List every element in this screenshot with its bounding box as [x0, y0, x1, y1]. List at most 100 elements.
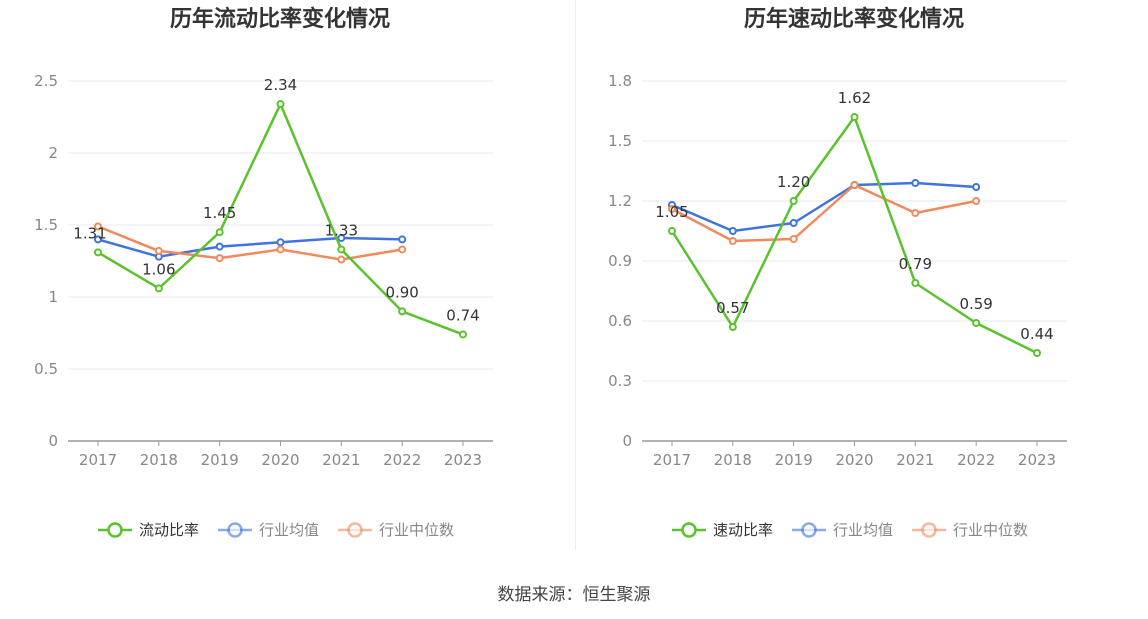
current-ratio-chart-svg: 历年流动比率变化情况 0 0.5 1 1.5 2 2.5 2017 2018 2019 2020 20…	[34, 6, 493, 539]
quick-ratio-legend-item-2[interactable]: 行业中位数	[912, 521, 1028, 539]
current-ratio-series-point-0[interactable]	[337, 245, 346, 254]
quick-ratio-series-point-2[interactable]	[972, 197, 981, 205]
quick-ratio-series-point-0[interactable]	[789, 197, 798, 205]
current-ratio-legend-marker	[227, 522, 243, 538]
current-ratio-series-point-0[interactable]	[398, 307, 407, 316]
quick-ratio-y-tick-label: 1.5	[608, 132, 632, 150]
quick-ratio-legend-item-1[interactable]: 行业均值	[792, 521, 893, 539]
current-ratio-chart: 历年流动比率变化情况 0 0.5 1 1.5 2 2.5 2017 2018 2019 2020 20…	[0, 0, 574, 560]
current-ratio-series-point-2[interactable]	[398, 245, 407, 254]
current-ratio-legend-marker	[107, 522, 123, 538]
current-ratio-legend-item-1[interactable]: 行业均值	[218, 521, 319, 539]
quick-ratio-legend-marker	[921, 522, 937, 538]
quick-ratio-series-point-2[interactable]	[850, 181, 859, 189]
quick-ratio-series-point-1[interactable]	[728, 227, 737, 235]
current-ratio-series-point-1[interactable]	[276, 238, 285, 247]
quick-ratio-series-point-2[interactable]	[911, 209, 920, 217]
quick-ratio-series-line-1	[671, 181, 977, 233]
current-ratio-series-point-1[interactable]	[398, 235, 407, 244]
current-ratio-series-point-0[interactable]	[215, 228, 224, 237]
quick-ratio-legend-label: 行业均值	[833, 521, 893, 539]
quick-ratio-series-point-1[interactable]	[789, 219, 798, 227]
current-ratio-x-tick-label: 2023	[444, 451, 482, 469]
current-ratio-legend-marker	[347, 522, 363, 538]
current-ratio-data-label: 1.33	[325, 221, 358, 239]
current-ratio-y-tick-label: 0.5	[34, 360, 58, 378]
quick-ratio-legend-item-0[interactable]: 速动比率	[672, 521, 773, 539]
quick-ratio-x-tick-label: 2023	[1018, 451, 1056, 469]
current-ratio-series-point-2[interactable]	[276, 245, 285, 254]
quick-ratio-y-tick-label: 0.9	[608, 252, 632, 270]
current-ratio-x-tick-label: 2022	[383, 451, 421, 469]
current-ratio-data-label: 1.31	[73, 224, 106, 242]
quick-ratio-data-label: 0.44	[1020, 325, 1053, 343]
current-ratio-series-point-0[interactable]	[459, 330, 467, 339]
current-ratio-series-point-2[interactable]	[94, 222, 102, 231]
quick-ratio-chart-title: 历年速动比率变化情况	[744, 6, 964, 32]
quick-ratio-y-tick-label: 0.6	[608, 312, 632, 330]
quick-ratio-series-point-0[interactable]	[911, 279, 920, 287]
current-ratio-legend-label: 行业中位数	[379, 521, 454, 539]
current-ratio-series-line-1	[97, 236, 403, 258]
quick-ratio-series-point-2[interactable]	[728, 237, 737, 245]
quick-ratio-series-point-0[interactable]	[972, 319, 981, 327]
quick-ratio-y-tick-label: 0.3	[608, 372, 632, 390]
current-ratio-y-tick-label: 1.5	[34, 216, 58, 234]
quick-ratio-series-point-1[interactable]	[911, 179, 920, 187]
data-source-text: 数据来源：恒生聚源	[497, 585, 651, 605]
quick-ratio-series-line-2	[671, 183, 977, 243]
current-ratio-x-tick-label: 2020	[261, 451, 299, 469]
current-ratio-y-tick-label: 2	[48, 144, 58, 162]
current-ratio-series-point-1[interactable]	[94, 235, 102, 244]
current-ratio-legend-item-0[interactable]: 流动比率	[98, 521, 199, 539]
quick-ratio-series-line-0	[670, 115, 1038, 355]
current-ratio-data-label: 1.06	[142, 260, 175, 278]
quick-ratio-chart: 历年速动比率变化情况 0 0.3 0.6 0.9 1.2 1.5 1.8 2017 2018 201…	[574, 0, 1148, 560]
current-ratio-series-point-1[interactable]	[337, 233, 346, 242]
quick-ratio-x-tick-label: 2022	[957, 451, 995, 469]
quick-ratio-x-tick-label: 2017	[653, 451, 691, 469]
quick-ratio-series-point-0[interactable]	[728, 323, 737, 331]
quick-ratio-chart-svg: 历年速动比率变化情况 0 0.3 0.6 0.9 1.2 1.5 1.8 2017 2018 201…	[608, 6, 1067, 539]
current-ratio-y-tick-label: 2.5	[34, 72, 58, 90]
quick-ratio-y-tick-label: 0	[622, 432, 632, 450]
current-ratio-series-point-2[interactable]	[154, 246, 163, 255]
current-ratio-chart-title: 历年流动比率变化情况	[170, 6, 390, 32]
quick-ratio-series-point-2[interactable]	[668, 205, 676, 213]
quick-ratio-data-label: 0.79	[899, 255, 932, 273]
quick-ratio-legend-marker	[801, 522, 817, 538]
quick-ratio-series-point-0[interactable]	[1033, 349, 1041, 357]
quick-ratio-data-label: 1.05	[655, 203, 688, 221]
current-ratio-series-point-2[interactable]	[337, 255, 346, 264]
current-ratio-legend-item-2[interactable]: 行业中位数	[338, 521, 454, 539]
quick-ratio-series-point-1[interactable]	[972, 183, 981, 191]
current-ratio-data-label: 1.45	[203, 204, 236, 222]
current-ratio-series-line-2	[97, 225, 403, 261]
quick-ratio-x-tick-label: 2021	[896, 451, 934, 469]
current-ratio-x-tick-label: 2018	[140, 451, 178, 469]
quick-ratio-series-point-0[interactable]	[850, 113, 859, 121]
quick-ratio-data-label: 1.62	[838, 89, 871, 107]
current-ratio-data-label: 2.34	[264, 76, 297, 94]
current-ratio-data-label: 0.74	[446, 306, 479, 324]
current-ratio-y-tick-label: 0	[48, 432, 58, 450]
current-ratio-legend-label: 行业均值	[259, 521, 319, 539]
current-ratio-legend-label: 流动比率	[139, 521, 199, 539]
current-ratio-x-tick-label: 2021	[322, 451, 360, 469]
quick-ratio-data-label: 1.20	[777, 173, 810, 191]
quick-ratio-x-tick-label: 2019	[775, 451, 813, 469]
current-ratio-series-point-0[interactable]	[154, 284, 163, 293]
current-ratio-x-tick-label: 2019	[201, 451, 239, 469]
current-ratio-x-tick-label: 2017	[79, 451, 117, 469]
current-ratio-series-point-2[interactable]	[215, 254, 224, 263]
current-ratio-series-point-0[interactable]	[94, 248, 102, 257]
quick-ratio-legend-label: 行业中位数	[953, 521, 1028, 539]
current-ratio-series-point-0[interactable]	[276, 100, 285, 109]
quick-ratio-data-label: 0.59	[959, 295, 992, 313]
current-ratio-data-label: 0.90	[385, 283, 418, 301]
quick-ratio-series-point-2[interactable]	[789, 235, 798, 243]
quick-ratio-series-point-0[interactable]	[668, 227, 676, 235]
quick-ratio-y-tick-label: 1.8	[608, 72, 632, 90]
current-ratio-series-point-1[interactable]	[215, 242, 224, 251]
quick-ratio-x-tick-label: 2018	[714, 451, 752, 469]
